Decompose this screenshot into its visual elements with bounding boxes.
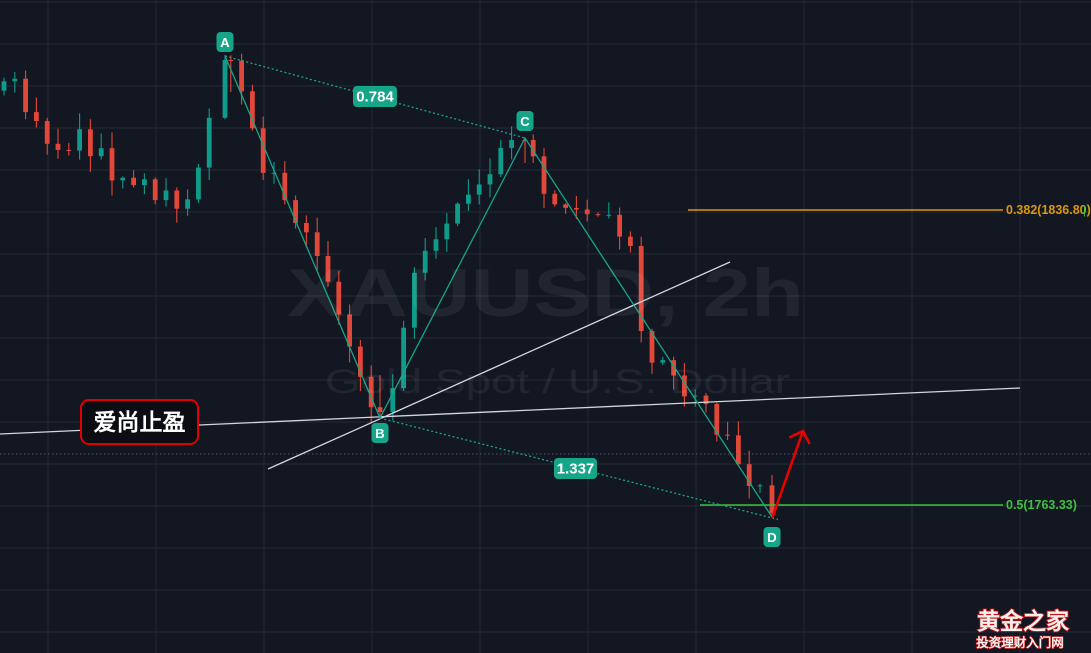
svg-text:0.382(1836.80): 0.382(1836.80)	[1006, 203, 1091, 217]
svg-text:爱尚止盈: 爱尚止盈	[94, 409, 186, 435]
svg-text:A: A	[220, 35, 230, 50]
svg-text:XAUUSD, 2h: XAUUSD, 2h	[287, 255, 804, 331]
svg-text:投资理财入门网: 投资理财入门网	[976, 635, 1064, 650]
svg-text:C: C	[520, 114, 530, 129]
svg-text:黄金之家: 黄金之家	[977, 608, 1069, 634]
svg-text:0.784: 0.784	[356, 89, 394, 106]
svg-text:D: D	[767, 530, 776, 545]
svg-text:1.337: 1.337	[557, 461, 595, 478]
svg-text:0.5(1763.33): 0.5(1763.33)	[1006, 498, 1077, 512]
svg-text:B: B	[375, 426, 384, 441]
svg-text:|: |	[1083, 205, 1086, 217]
svg-text:Gold Spot / U.S. Dollar: Gold Spot / U.S. Dollar	[325, 363, 790, 401]
